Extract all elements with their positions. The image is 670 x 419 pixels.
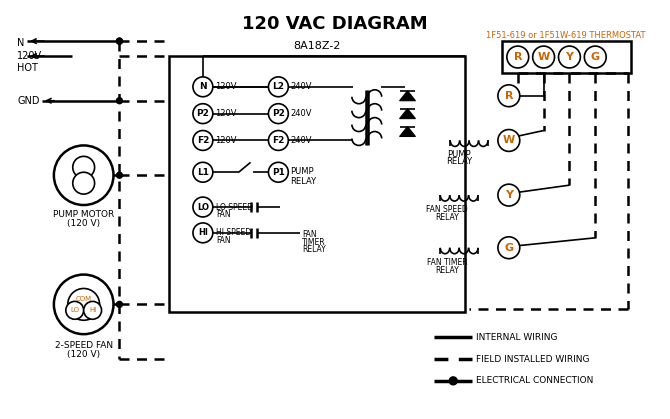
Circle shape: [117, 38, 123, 44]
Text: HI: HI: [198, 228, 208, 237]
Text: 8A18Z-2: 8A18Z-2: [293, 41, 341, 51]
Text: RELAY: RELAY: [290, 177, 316, 186]
Polygon shape: [399, 91, 415, 101]
Text: 2-SPEED FAN: 2-SPEED FAN: [55, 341, 113, 350]
Bar: [502, 41, 631, 73]
Text: PUMP: PUMP: [448, 150, 471, 159]
Text: FIELD INSTALLED WIRING: FIELD INSTALLED WIRING: [476, 354, 590, 364]
Text: G: G: [505, 243, 513, 253]
Text: GND: GND: [17, 96, 40, 106]
Circle shape: [498, 237, 520, 259]
Circle shape: [73, 172, 94, 194]
Text: (120 V): (120 V): [67, 350, 100, 359]
Circle shape: [269, 104, 288, 124]
Text: 240V: 240V: [290, 82, 312, 91]
Circle shape: [498, 85, 520, 107]
Text: 1F51-619 or 1F51W-619 THERMOSTAT: 1F51-619 or 1F51W-619 THERMOSTAT: [486, 31, 645, 40]
Circle shape: [68, 288, 100, 320]
Text: TIMER: TIMER: [302, 238, 326, 247]
Text: L1: L1: [197, 168, 209, 177]
Text: P2: P2: [196, 109, 209, 118]
Circle shape: [117, 38, 123, 44]
Text: 240V: 240V: [290, 109, 312, 118]
Text: P2: P2: [272, 109, 285, 118]
Circle shape: [117, 98, 123, 104]
Circle shape: [193, 104, 213, 124]
Text: RELAY: RELAY: [302, 245, 326, 254]
Circle shape: [193, 77, 213, 97]
Circle shape: [84, 301, 102, 319]
Text: ELECTRICAL CONNECTION: ELECTRICAL CONNECTION: [476, 376, 594, 385]
Text: Y: Y: [505, 190, 513, 200]
Text: N: N: [17, 38, 25, 48]
Text: PUMP MOTOR: PUMP MOTOR: [53, 210, 115, 219]
Text: FAN: FAN: [302, 230, 317, 239]
Circle shape: [193, 223, 213, 243]
Circle shape: [193, 197, 213, 217]
Text: LO SPEED: LO SPEED: [216, 202, 253, 212]
Text: F2: F2: [197, 136, 209, 145]
Text: L2: L2: [273, 82, 284, 91]
Text: G: G: [591, 52, 600, 62]
Text: W: W: [537, 52, 549, 62]
Text: P1: P1: [272, 168, 285, 177]
Text: 240V: 240V: [290, 136, 312, 145]
Text: COM: COM: [76, 296, 92, 303]
Text: (120 V): (120 V): [67, 219, 100, 228]
Text: PUMP: PUMP: [290, 167, 314, 176]
Circle shape: [73, 156, 94, 178]
Text: R: R: [505, 91, 513, 101]
Text: FAN: FAN: [216, 210, 230, 220]
Polygon shape: [399, 109, 415, 119]
Text: Y: Y: [565, 52, 574, 62]
Text: 120V: 120V: [215, 136, 237, 145]
Text: R: R: [513, 52, 522, 62]
Circle shape: [269, 77, 288, 97]
Circle shape: [54, 274, 113, 334]
Text: RELAY: RELAY: [446, 158, 472, 166]
Text: FAN SPEED: FAN SPEED: [426, 205, 468, 214]
Circle shape: [450, 377, 457, 385]
Circle shape: [584, 46, 606, 68]
Text: HOT: HOT: [17, 63, 38, 73]
Text: 120V: 120V: [17, 51, 42, 61]
Circle shape: [117, 301, 123, 308]
Text: W: W: [502, 135, 515, 145]
Circle shape: [269, 131, 288, 150]
Text: N: N: [199, 82, 206, 91]
Text: F2: F2: [272, 136, 285, 145]
Text: 120V: 120V: [215, 82, 237, 91]
Text: LO: LO: [70, 307, 79, 313]
Text: INTERNAL WIRING: INTERNAL WIRING: [476, 333, 557, 341]
Text: HI: HI: [89, 307, 96, 313]
Circle shape: [533, 46, 555, 68]
Circle shape: [193, 131, 213, 150]
Circle shape: [66, 301, 84, 319]
Text: FAN: FAN: [216, 236, 230, 245]
Text: 120V: 120V: [215, 109, 237, 118]
Text: 120 VAC DIAGRAM: 120 VAC DIAGRAM: [242, 16, 428, 33]
Circle shape: [498, 184, 520, 206]
Text: RELAY: RELAY: [436, 266, 459, 274]
Circle shape: [193, 162, 213, 182]
Circle shape: [269, 162, 288, 182]
Circle shape: [507, 46, 529, 68]
Bar: [169, 56, 465, 312]
Text: HI SPEED: HI SPEED: [216, 228, 251, 237]
Circle shape: [117, 172, 123, 178]
Circle shape: [559, 46, 580, 68]
Polygon shape: [399, 127, 415, 137]
Text: FAN TIMER: FAN TIMER: [427, 258, 468, 266]
Circle shape: [498, 129, 520, 151]
Text: RELAY: RELAY: [436, 213, 459, 222]
Text: LO: LO: [197, 202, 209, 212]
Circle shape: [54, 145, 113, 205]
